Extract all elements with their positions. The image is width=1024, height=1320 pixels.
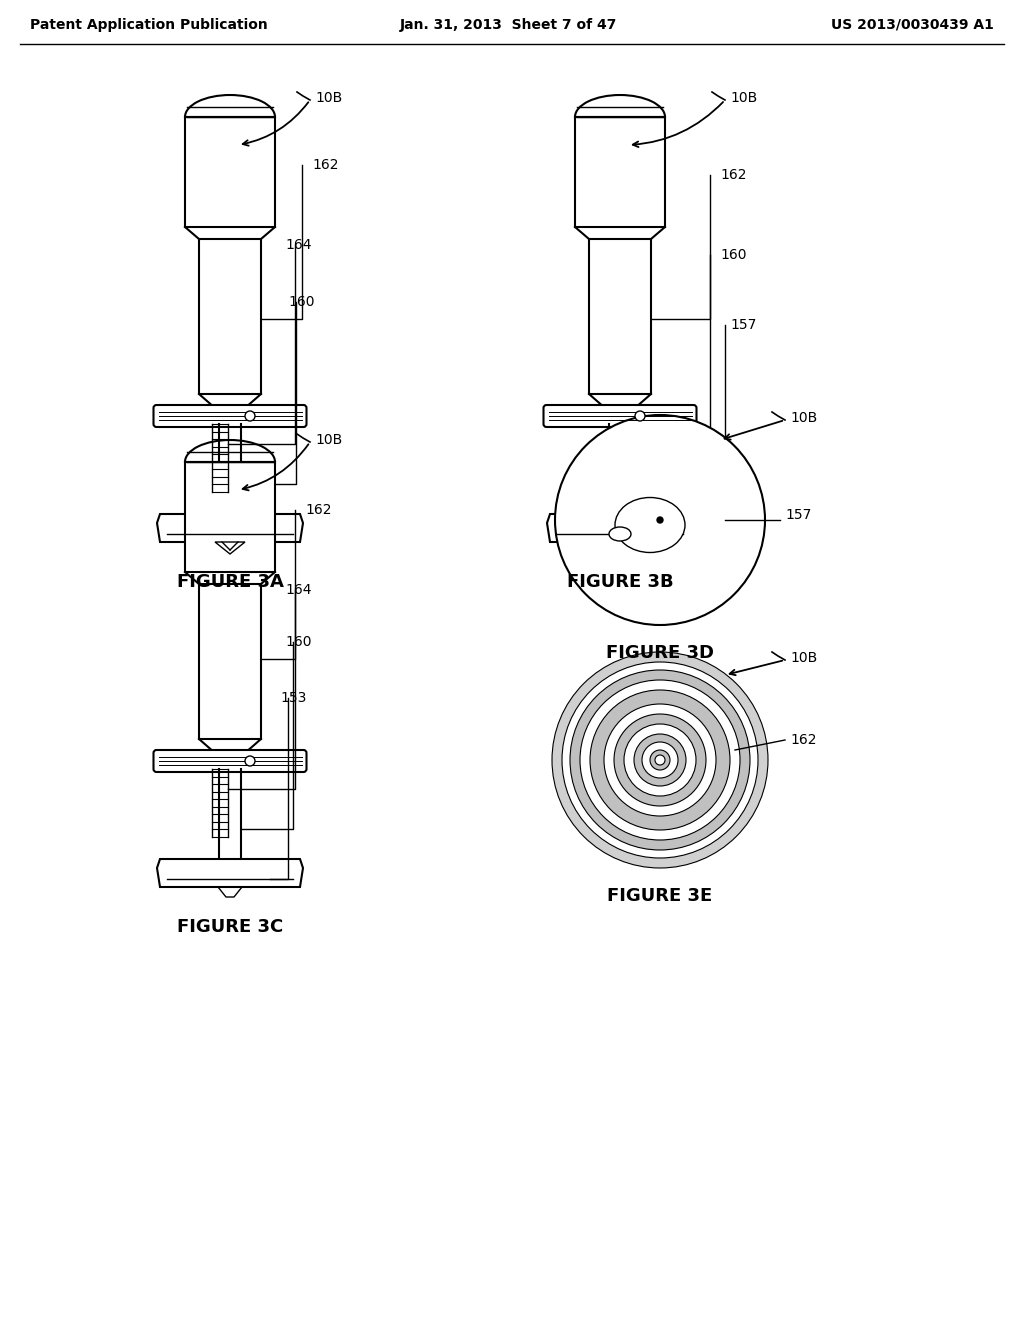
Circle shape (590, 690, 730, 830)
Text: 162: 162 (305, 503, 332, 517)
Text: 153: 153 (280, 690, 306, 705)
Circle shape (604, 704, 716, 816)
Text: 162: 162 (790, 733, 816, 747)
Polygon shape (215, 543, 245, 554)
Bar (185, 117, 275, 227)
Text: 162: 162 (720, 168, 746, 182)
Circle shape (552, 652, 768, 869)
Circle shape (655, 755, 665, 766)
Circle shape (642, 742, 678, 777)
Circle shape (245, 411, 255, 421)
Circle shape (555, 414, 765, 624)
Text: 160: 160 (288, 294, 314, 309)
Circle shape (570, 671, 750, 850)
FancyBboxPatch shape (544, 405, 696, 426)
Text: 160: 160 (720, 248, 746, 261)
Text: US 2013/0030439 A1: US 2013/0030439 A1 (831, 18, 994, 32)
Text: FIGURE 3D: FIGURE 3D (606, 644, 714, 663)
Circle shape (245, 756, 255, 766)
Polygon shape (547, 513, 693, 543)
Text: 10B: 10B (730, 91, 758, 106)
FancyBboxPatch shape (154, 750, 306, 772)
Text: 157: 157 (730, 318, 757, 333)
Ellipse shape (615, 498, 685, 553)
Text: Jan. 31, 2013  Sheet 7 of 47: Jan. 31, 2013 Sheet 7 of 47 (400, 18, 617, 32)
Circle shape (624, 723, 696, 796)
Text: 10B: 10B (790, 411, 817, 425)
Text: 164: 164 (285, 238, 311, 252)
Ellipse shape (609, 527, 631, 541)
Bar (199, 583, 261, 739)
Text: FIGURE 3B: FIGURE 3B (566, 573, 674, 591)
Text: FIGURE 3E: FIGURE 3E (607, 887, 713, 906)
FancyBboxPatch shape (154, 405, 306, 426)
Bar (589, 239, 651, 393)
Text: FIGURE 3C: FIGURE 3C (177, 917, 283, 936)
Bar (575, 117, 665, 227)
Text: 10B: 10B (790, 651, 817, 665)
Polygon shape (157, 859, 303, 887)
Bar (185, 462, 275, 572)
Circle shape (562, 663, 758, 858)
Text: 164: 164 (285, 583, 311, 597)
Text: 157: 157 (785, 508, 811, 521)
Text: 10B: 10B (315, 433, 342, 447)
Text: 160: 160 (285, 635, 311, 649)
Text: 162: 162 (312, 158, 339, 172)
Circle shape (657, 517, 663, 523)
Text: Patent Application Publication: Patent Application Publication (30, 18, 267, 32)
Circle shape (580, 680, 740, 840)
Text: 10B: 10B (315, 91, 342, 106)
Circle shape (635, 411, 645, 421)
Circle shape (650, 750, 670, 770)
Circle shape (614, 714, 706, 807)
Bar (199, 239, 261, 393)
Polygon shape (157, 513, 303, 543)
Circle shape (634, 734, 686, 785)
Text: FIGURE 3A: FIGURE 3A (176, 573, 284, 591)
